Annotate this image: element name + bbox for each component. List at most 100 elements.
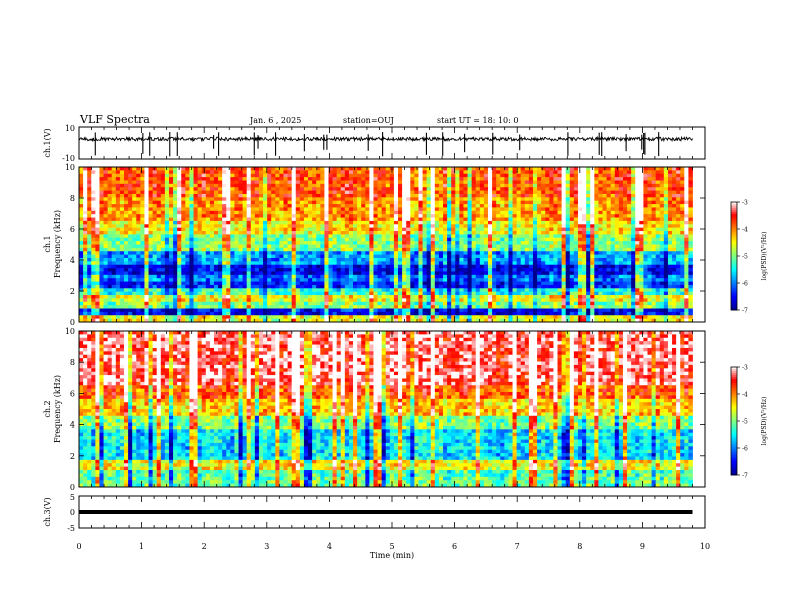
spectrogram-ch1-cell xyxy=(561,173,567,178)
spectrogram-ch1-cell xyxy=(459,204,464,208)
spectrogram-ch1-cell xyxy=(385,274,391,279)
spectrogram-ch1-cell xyxy=(111,214,117,218)
spectrogram-ch1-cell xyxy=(353,244,358,249)
spectrogram-ch1-cell xyxy=(598,167,603,171)
spectrogram-ch1-cell xyxy=(103,251,109,256)
spectrogram-ch1-cell xyxy=(516,231,522,235)
spectrogram-ch1-cell xyxy=(316,187,321,191)
spectrogram-ch1-cell xyxy=(238,193,243,198)
spectrogram-ch1-cell xyxy=(443,173,448,178)
spectrogram-ch1-cell xyxy=(516,241,522,245)
spectrogram-ch1-cell xyxy=(87,241,92,245)
spectrogram-ch1-cell xyxy=(115,204,121,208)
spectrogram-ch1-cell xyxy=(164,261,170,266)
spectrogram-ch1-cell xyxy=(160,183,166,188)
spectrogram-ch1-cell xyxy=(107,173,113,178)
spectrogram-ch1-cell xyxy=(316,271,321,276)
spectrogram-ch1-cell xyxy=(504,227,509,232)
spectrogram-ch1-cell xyxy=(479,241,485,245)
spectrogram-ch1-cell xyxy=(348,220,354,225)
spectrogram-ch1-cell xyxy=(348,234,354,239)
spectrogram-ch1-cell xyxy=(463,193,468,198)
spectrogram-ch1-cell xyxy=(672,251,677,256)
spectrogram-ch1-cell xyxy=(312,220,317,225)
spectrogram-ch1-cell xyxy=(377,220,383,225)
spectrogram-ch1-cell xyxy=(471,173,477,178)
spectrogram-ch1-cell xyxy=(688,207,693,212)
spectrogram-ch1-cell xyxy=(222,214,227,218)
spectrogram-ch1-cell xyxy=(635,167,640,171)
spectrogram-ch1-cell xyxy=(443,200,448,205)
spectrogram-ch1-cell xyxy=(528,234,534,239)
spectrogram-ch1-cell xyxy=(316,183,321,188)
spectrogram-ch1-cell xyxy=(684,257,689,262)
spectrogram-ch1-cell xyxy=(263,274,268,279)
spectrogram-ch1-cell xyxy=(213,227,219,232)
spectrogram-ch1-cell xyxy=(606,190,612,195)
spectrogram-ch1-cell xyxy=(365,268,370,272)
spectrogram-ch1-cell xyxy=(553,183,558,188)
spectrogram-ch1-cell xyxy=(414,190,419,195)
spectrogram-ch1-cell xyxy=(128,234,133,239)
spectrogram-ch1-cell xyxy=(119,197,125,202)
spectrogram-ch1-cell xyxy=(418,254,423,259)
spectrogram-ch1-cell xyxy=(483,173,489,178)
spectrogram-ch1-cell xyxy=(324,220,329,225)
spectrogram-ch1-cell xyxy=(263,224,268,229)
spectrogram-ch1-cell xyxy=(222,180,227,185)
spectrogram-ch1-cell xyxy=(496,177,501,181)
spectrogram-ch1-cell xyxy=(549,264,554,269)
spectrogram-ch1-cell xyxy=(594,268,599,272)
spectrogram-ch1-cell xyxy=(185,180,190,185)
spectrogram-ch1-cell xyxy=(618,227,624,232)
spectrogram-ch1-cell xyxy=(377,261,383,266)
spectrogram-ch1-cell xyxy=(479,217,485,222)
spectrogram-ch1-cell xyxy=(606,241,612,245)
spectrogram-ch1-cell xyxy=(496,170,501,175)
spectrogram-ch1-cell xyxy=(303,193,309,198)
spectrogram-ch1-cell xyxy=(532,264,538,269)
spectrogram-ch1-cell xyxy=(283,257,288,262)
spectrogram-ch1-cell xyxy=(144,234,149,239)
spectrogram-ch1-cell xyxy=(577,227,583,232)
spectrogram-ch1-cell xyxy=(447,224,452,229)
spectrogram-ch1-cell xyxy=(308,204,313,208)
spectrogram-ch1-cell xyxy=(520,177,526,181)
spectrogram-ch1-cell xyxy=(434,183,440,188)
spectrogram-ch1-cell xyxy=(475,180,481,185)
spectrogram-ch1-cell xyxy=(205,261,211,266)
spectrogram-ch1-cell xyxy=(148,247,154,252)
spectrogram-ch1-cell xyxy=(123,234,129,239)
spectrogram-ch1-cell xyxy=(193,241,199,245)
spectrogram-ch1-cell xyxy=(500,214,505,218)
spectrogram-ch1-cell xyxy=(532,247,538,252)
spectrogram-ch1-cell xyxy=(279,170,284,175)
spectrogram-ch1-cell xyxy=(316,224,321,229)
spectrogram-ch1-cell xyxy=(353,247,358,252)
spectrogram-ch1-cell xyxy=(463,244,468,249)
spectrogram-ch1-cell xyxy=(467,264,473,269)
spectrogram-ch1-cell xyxy=(295,193,301,198)
spectrogram-ch1-cell xyxy=(676,261,681,266)
spectrogram-ch1-cell xyxy=(258,268,264,272)
spectrogram-ch1-cell xyxy=(173,220,178,225)
spectrogram-ch1-cell xyxy=(520,204,526,208)
spectrogram-ch1-cell xyxy=(107,227,113,232)
spectrogram-ch1-cell xyxy=(471,200,477,205)
spectrogram-ch1-cell xyxy=(459,170,464,175)
spectrogram-ch1-cell xyxy=(328,244,333,249)
spectrogram-ch1-cell xyxy=(79,247,84,252)
spectrogram-ch1-cell xyxy=(467,261,473,266)
spectrogram-ch1-cell xyxy=(357,197,362,202)
spectrogram-ch1-cell xyxy=(258,183,264,188)
spectrogram-ch1-cell xyxy=(107,241,113,245)
spectrogram-ch1-cell xyxy=(160,268,166,272)
spectrogram-ch1-cell xyxy=(295,237,301,242)
spectrogram-ch1-cell xyxy=(87,177,92,181)
spectrogram-ch1-cell xyxy=(590,204,595,208)
spectrogram-ch1-cell xyxy=(418,180,423,185)
spectrogram-ch1-cell xyxy=(103,190,109,195)
spectrogram-ch1-cell xyxy=(496,210,501,215)
spectrogram-ch1-cell xyxy=(573,214,579,218)
spectrogram-ch1-cell xyxy=(271,183,276,188)
